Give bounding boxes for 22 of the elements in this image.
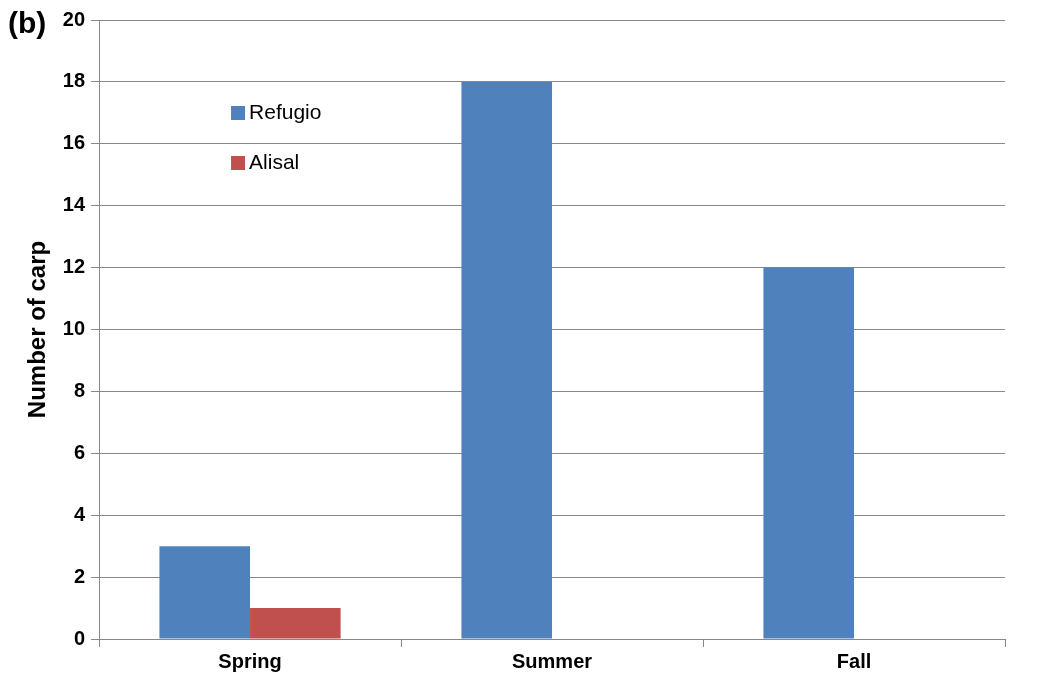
y-tick-label: 6 [73, 440, 86, 463]
y-tick-label: 12 [62, 255, 86, 278]
y-tick-label: 2 [73, 564, 86, 587]
y-tick-label: 18 [62, 69, 86, 92]
x-tick-label: Spring [218, 649, 282, 672]
y-tick-label: 20 [62, 7, 86, 30]
bar [763, 267, 855, 639]
legend-label: Alisal [249, 149, 300, 173]
y-tick-label: 0 [73, 626, 86, 649]
y-tick-label: 16 [62, 131, 86, 154]
bar [250, 608, 341, 639]
x-tick-label: Summer [512, 649, 593, 672]
y-tick-label: 4 [73, 502, 86, 525]
x-tick-label: Fall [836, 649, 872, 672]
legend-label: Refugio [249, 99, 322, 123]
text: (b) [8, 6, 47, 40]
y-tick-label: 14 [62, 193, 86, 216]
y-tick-label: 8 [73, 378, 86, 401]
y-tick-label: 10 [62, 317, 86, 340]
bar [461, 81, 553, 639]
y-axis-title: Number of carp [23, 240, 51, 419]
bar [159, 546, 251, 639]
